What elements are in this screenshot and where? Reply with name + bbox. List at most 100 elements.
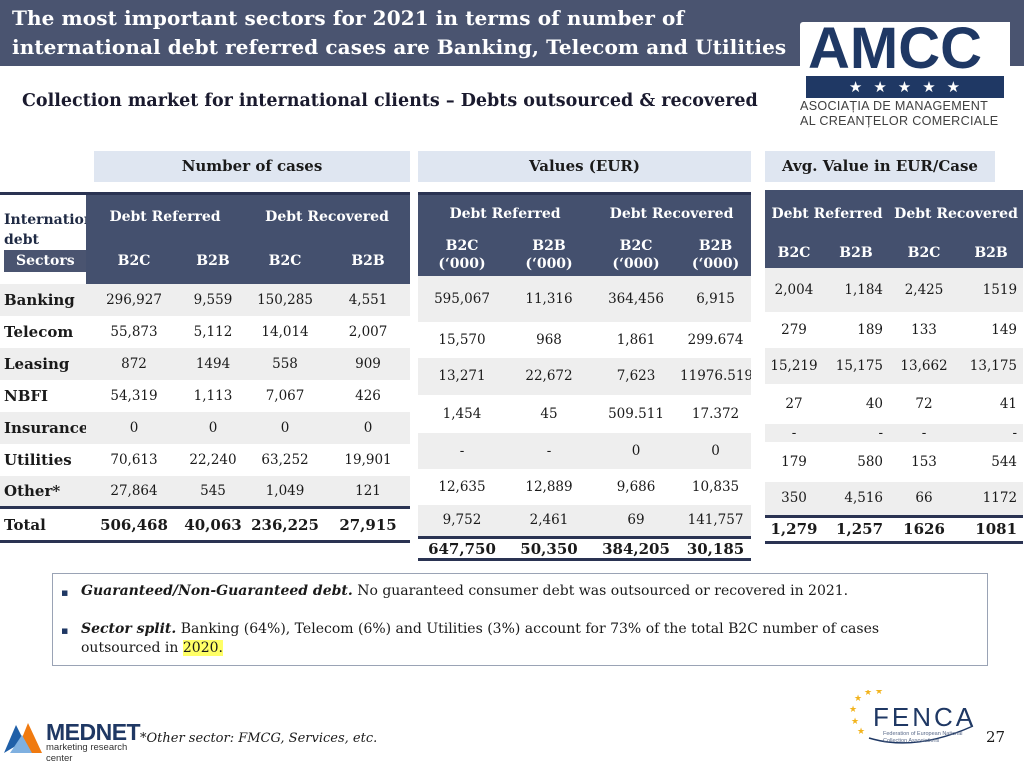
cell-value: 41	[959, 384, 1024, 424]
cell-value: 350	[765, 482, 823, 516]
mednet-mark-icon	[4, 723, 42, 753]
cell-value: 6,915	[680, 275, 752, 322]
cell-value: 15,219	[765, 348, 823, 384]
avg-rec-b2b-header: B2B	[959, 238, 1024, 268]
cell-value: 968	[506, 321, 593, 358]
values-referred-header: Debt Referred	[418, 193, 593, 234]
cell-value: 1172	[959, 482, 1024, 516]
cell-value: 70,613	[86, 443, 182, 476]
group-header-cases: Number of cases	[94, 151, 410, 182]
cell-value: 544	[959, 442, 1024, 482]
cell-value: 54,319	[86, 379, 182, 412]
cell-value: 9,686	[592, 468, 681, 505]
total-value: 40,063	[182, 507, 245, 542]
svg-text:★: ★	[857, 727, 865, 737]
total-value: 506,468	[86, 507, 182, 542]
cell-value: 40	[823, 384, 890, 424]
cell-value: 22,672	[506, 357, 593, 395]
cell-value: 2,004	[765, 268, 823, 312]
total-value: 1,279	[765, 516, 823, 542]
fenca-subtitle: Federation of European National Collecti…	[883, 731, 963, 744]
table-row: Leasing 872 1494 558 909	[0, 347, 411, 380]
cell-value: 1,454	[418, 394, 506, 433]
cell-value: 364,456	[592, 275, 681, 322]
cell-value: 909	[326, 347, 411, 380]
table-row: Other* 27,864 545 1,049 121	[0, 475, 411, 508]
cases-ref-b2b-header: B2B	[182, 238, 245, 284]
cell-value: 7,067	[244, 379, 327, 412]
avg-ref-b2c-header: B2C	[765, 238, 823, 268]
sector-label: Banking	[0, 283, 86, 316]
note-lead: Sector split.	[81, 621, 177, 637]
cell-value: 4,551	[326, 283, 411, 316]
cell-value: 0	[592, 432, 681, 469]
total-value: 1626	[889, 516, 960, 542]
fenca-name: FENCA	[873, 702, 977, 732]
cases-header-row: International debt Sectors Debt Referred…	[0, 193, 411, 284]
cell-value: 63,252	[244, 443, 327, 476]
b2c-label: B2C	[619, 237, 653, 254]
total-value: 1,257	[823, 516, 890, 542]
cell-value: 296,927	[86, 283, 182, 316]
cell-value: 595,067	[418, 275, 506, 322]
table-row: 9,752 2,461 69 141,757	[418, 504, 752, 538]
fenca-logo: ★ ★ ★ ★ ★ ★ FENCA Federation of European…	[845, 690, 980, 750]
cell-value: 121	[326, 475, 411, 508]
table-row: 27 40 72 41	[765, 384, 1024, 424]
total-value: 27,915	[326, 507, 411, 542]
avg-table: Debt Referred Debt Recovered B2C B2B B2C…	[765, 190, 1024, 544]
total-label: Total	[0, 507, 86, 542]
cell-value: 69	[592, 504, 681, 538]
cell-value: 279	[765, 312, 823, 348]
cell-value: 545	[182, 475, 245, 508]
values-rec-b2c-header: B2C (‘000)	[592, 233, 681, 276]
cell-value: 149	[959, 312, 1024, 348]
table-row: Utilities 70,613 22,240 63,252 19,901	[0, 443, 411, 476]
cell-value: 558	[244, 347, 327, 380]
values-subheader-row: B2C (‘000) B2B (‘000) B2C (‘000) B2B (‘000)	[418, 233, 752, 276]
corner-header: International debt Sectors	[0, 193, 86, 284]
amcc-logo-stars: ★★★★★	[806, 76, 1004, 98]
b2c-label: B2C	[445, 237, 479, 254]
cases-ref-b2c-header: B2C	[86, 238, 182, 284]
cell-value: 13,662	[889, 348, 960, 384]
mednet-tagline: marketing research center	[46, 742, 128, 764]
avg-subheader-row: B2C B2B B2C B2B	[765, 238, 1024, 268]
b2b-label: B2B	[532, 237, 566, 254]
avg-header-row: Debt Referred Debt Recovered	[765, 190, 1024, 238]
bullet-icon: ▪	[61, 624, 69, 637]
table-row: Telecom 55,873 5,112 14,014 2,007	[0, 315, 411, 348]
cell-value: 14,014	[244, 315, 327, 348]
svg-text:★: ★	[864, 690, 872, 698]
avg-recovered-header: Debt Recovered	[889, 190, 1024, 238]
total-value: 30,185	[680, 537, 752, 560]
cases-rec-b2c-header: B2C	[244, 238, 327, 284]
cell-value: 153	[889, 442, 960, 482]
cell-value: 22,240	[182, 443, 245, 476]
amcc-logo-wordmark: AMCC	[808, 16, 982, 81]
cell-value: 0	[244, 411, 327, 444]
table-row: 15,570 968 1,861 299.674	[418, 321, 752, 358]
notes-box: ▪ Guaranteed/Non-Guaranteed debt. No gua…	[52, 573, 988, 666]
cell-value: 15,175	[823, 348, 890, 384]
page-title: The most important sectors for 2021 in t…	[12, 6, 787, 59]
sectors-label: Sectors	[4, 250, 86, 273]
cell-value: 12,889	[506, 468, 593, 505]
sector-label: Leasing	[0, 347, 86, 380]
cell-value: -	[418, 432, 506, 469]
total-value: 236,225	[244, 507, 327, 542]
total-value: 1081	[959, 516, 1024, 542]
avg-ref-b2b-header: B2B	[823, 238, 890, 268]
cell-value: 1,049	[244, 475, 327, 508]
table-row: 1,454 45 509.511 17.372	[418, 394, 752, 433]
svg-text:★: ★	[875, 690, 883, 697]
cell-value: 150,285	[244, 283, 327, 316]
note-lead: Guaranteed/Non-Guaranteed debt.	[81, 583, 353, 599]
table-row: - - 0 0	[418, 432, 752, 469]
cell-value: 1494	[182, 347, 245, 380]
cell-value: 7,623	[592, 357, 681, 395]
cell-value: -	[959, 424, 1024, 442]
note-body: Guaranteed/Non-Guaranteed debt. No guara…	[81, 582, 941, 601]
values-ref-b2b-header: B2B (‘000)	[506, 233, 593, 276]
svg-text:★: ★	[854, 694, 862, 704]
